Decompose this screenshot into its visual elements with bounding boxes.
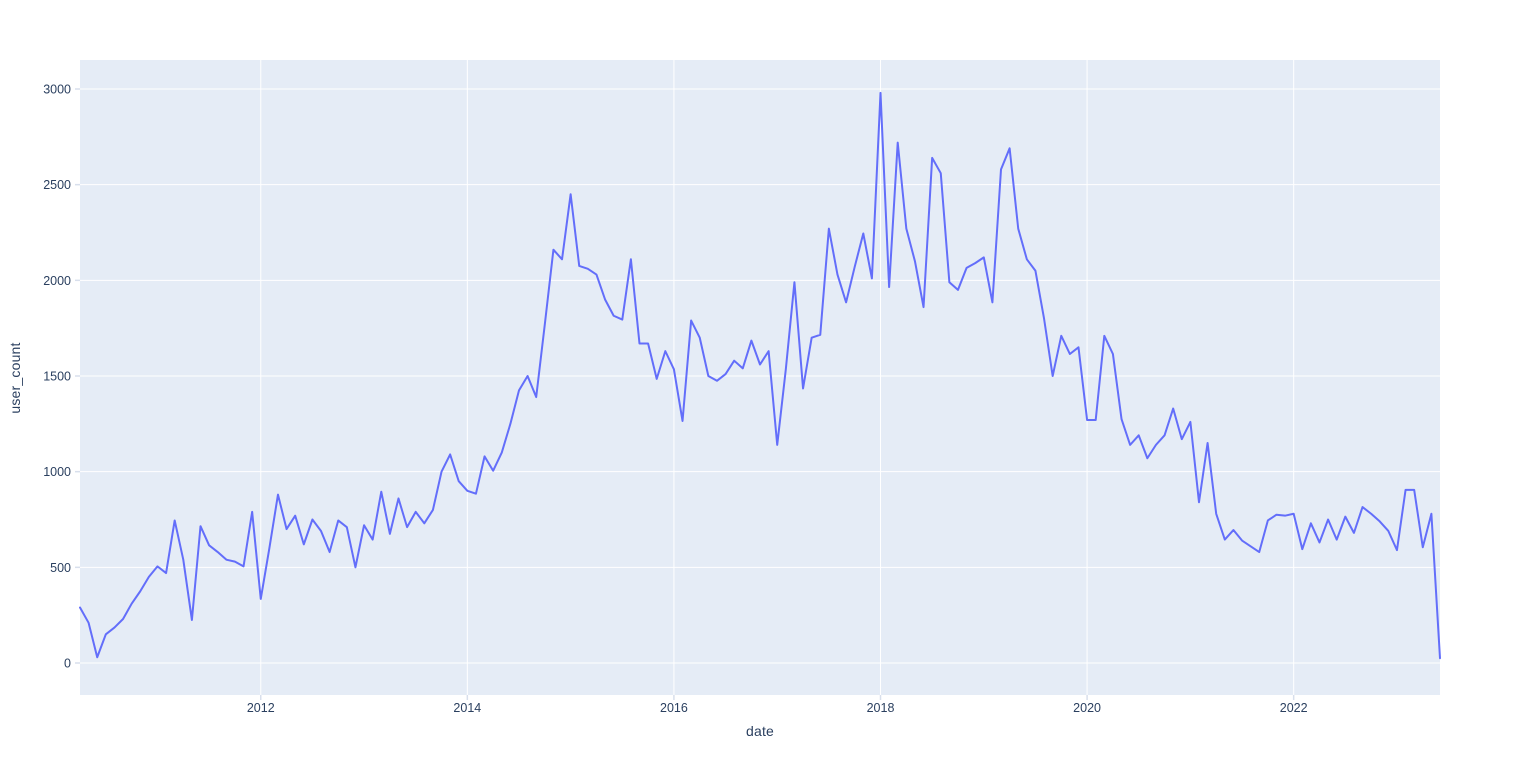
x-tick-label: 2020: [1073, 701, 1101, 715]
y-tick-label: 2000: [43, 274, 71, 288]
x-tick-label: 2016: [660, 701, 688, 715]
x-tick-label: 2022: [1280, 701, 1308, 715]
y-tick-label: 0: [64, 657, 71, 671]
y-tick-label: 1000: [43, 465, 71, 479]
y-tick-label: 1500: [43, 370, 71, 384]
x-tick-label: 2014: [453, 701, 481, 715]
x-tick-label: 2018: [867, 701, 895, 715]
user-count-line-series[interactable]: [79, 91, 1441, 660]
y-tick-label: 3000: [43, 83, 71, 97]
y-tick-label: 2500: [43, 178, 71, 192]
y-axis-title: user_count: [7, 342, 23, 414]
x-axis-title: date: [745, 723, 775, 739]
y-tick-label: 500: [50, 561, 71, 575]
plot-background: [80, 60, 1440, 695]
x-tick-label: 2012: [247, 701, 275, 715]
